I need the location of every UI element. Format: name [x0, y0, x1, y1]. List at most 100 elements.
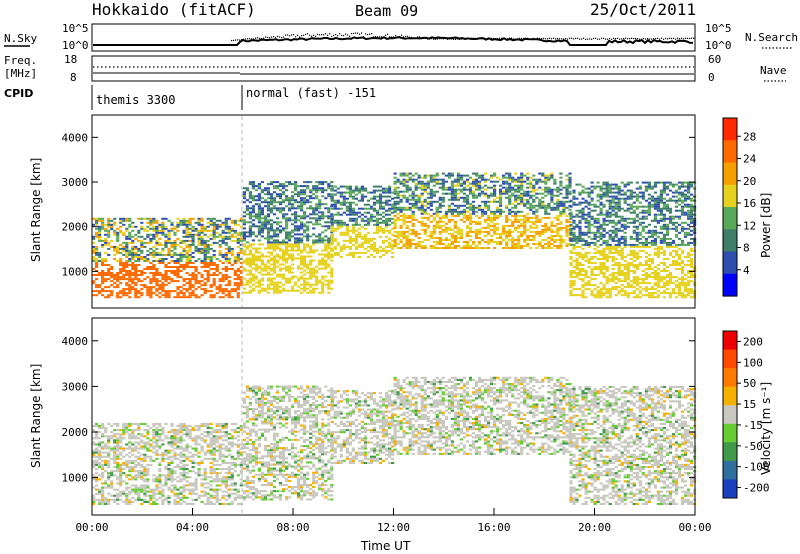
power-echo-cell [233, 239, 237, 242]
power-echo-cell [617, 221, 621, 224]
power-echo-cell [342, 243, 346, 246]
power-echo-cell [450, 212, 454, 215]
power-echo-cell [405, 237, 409, 239]
power-echo-cell [381, 191, 386, 194]
power-echo-cell [251, 243, 255, 246]
power-echo-cell [650, 205, 654, 208]
power-echo-cell [435, 172, 439, 175]
power-echo-cell [602, 284, 606, 287]
power-echo-cell [602, 241, 606, 244]
power-echo-cell [511, 220, 515, 223]
power-echo-cell [315, 185, 319, 188]
power-echo-cell [269, 259, 274, 262]
power-echo-cell [309, 201, 313, 204]
power-echo-cell [95, 284, 99, 287]
power-echo-cell [185, 278, 189, 281]
nsearch-point [249, 38, 251, 40]
power-echo-cell [272, 261, 277, 264]
power-echo-cell [608, 221, 612, 224]
power-echo-cell [647, 245, 651, 248]
power-echo-cell [140, 274, 144, 276]
power-echo-cell [559, 210, 563, 213]
power-echo-cell [122, 233, 126, 236]
power-echo-cell [339, 223, 343, 226]
power-echo-cell [626, 209, 630, 212]
power-echo-cell [257, 187, 261, 190]
power-echo-cell [161, 258, 165, 260]
power-echo-cell [203, 225, 207, 228]
power-echo-cell [285, 289, 289, 292]
power-echo-cell [538, 178, 542, 181]
power-echo-cell [161, 294, 165, 297]
power-echo-cell [200, 225, 204, 228]
power-echo-cell [429, 214, 433, 217]
power-echo-cell [644, 185, 648, 188]
power-echo-cell [285, 205, 289, 208]
power-echo-cell [505, 243, 509, 245]
power-echo-cell [593, 217, 597, 220]
power-echo-cell [465, 178, 470, 181]
power-echo-cell [575, 213, 579, 216]
power-echo-cell [221, 268, 225, 270]
nsearch-point [623, 37, 625, 40]
power-echo-cell [260, 259, 264, 262]
power-echo-cell [568, 184, 572, 187]
power-echo-cell [611, 260, 615, 262]
power-echo-cell [206, 221, 210, 224]
power-echo-cell [559, 226, 563, 229]
power-echo-cell [245, 281, 249, 284]
power-echo-cell [116, 247, 120, 250]
power-echo-cell [662, 241, 666, 244]
power-echo-cell [396, 178, 400, 181]
power-echo-cell [324, 197, 328, 200]
power-echo-cell [197, 217, 201, 220]
power-echo-cell [520, 222, 524, 225]
power-echo-cell [465, 188, 470, 191]
power-echo-cell [553, 224, 557, 227]
power-echo-cell [260, 243, 264, 246]
power-echo-cell [647, 276, 651, 279]
power-echo-cell [408, 239, 412, 241]
power-echo-cell [336, 191, 340, 194]
power-echo-cell [351, 217, 355, 220]
power-echo-cell [95, 294, 99, 297]
power-echo-cell [297, 191, 301, 194]
power-echo-cell [92, 241, 96, 244]
power-echo-cell [487, 200, 491, 203]
power-echo-cell [176, 280, 180, 283]
power-echo-cell [590, 197, 594, 200]
power-echo-cell [584, 276, 588, 279]
power-echo-cell [185, 262, 189, 264]
power-echo-cell [224, 217, 228, 220]
power-echo-cell [275, 259, 280, 262]
power-echo-cell [95, 266, 99, 268]
power-echo-cell [266, 279, 271, 282]
power-echo-cell [647, 181, 651, 184]
power-echo-cell [257, 213, 261, 216]
power-echo-cell [164, 264, 168, 266]
power-echo-cell [635, 256, 639, 258]
power-echo-cell [275, 181, 280, 184]
power-echo-cell [529, 224, 533, 227]
power-echo-cell [532, 178, 536, 181]
power-echo-cell [641, 278, 645, 281]
nsearch-point [599, 38, 601, 40]
nsearch-point [305, 33, 307, 35]
power-echo-cell [375, 195, 380, 198]
power-echo-cell [499, 212, 503, 215]
nsearch-point [473, 37, 475, 39]
power-echo-cell [182, 253, 186, 256]
power-echo-cell [236, 278, 240, 281]
nsearch-point [455, 38, 457, 40]
power-echo-cell [173, 290, 177, 293]
power-echo-cell [520, 230, 524, 233]
power-echo-cell [632, 205, 636, 208]
power-echo-cell [502, 176, 506, 179]
nsearch-point [659, 38, 661, 40]
power-echo-cell [665, 288, 670, 291]
power-echo-cell [378, 205, 383, 208]
power-echo-cell [650, 296, 654, 299]
power-echo-cell [206, 280, 210, 283]
power-echo-cell [143, 260, 147, 262]
power-echo-cell [617, 187, 621, 190]
